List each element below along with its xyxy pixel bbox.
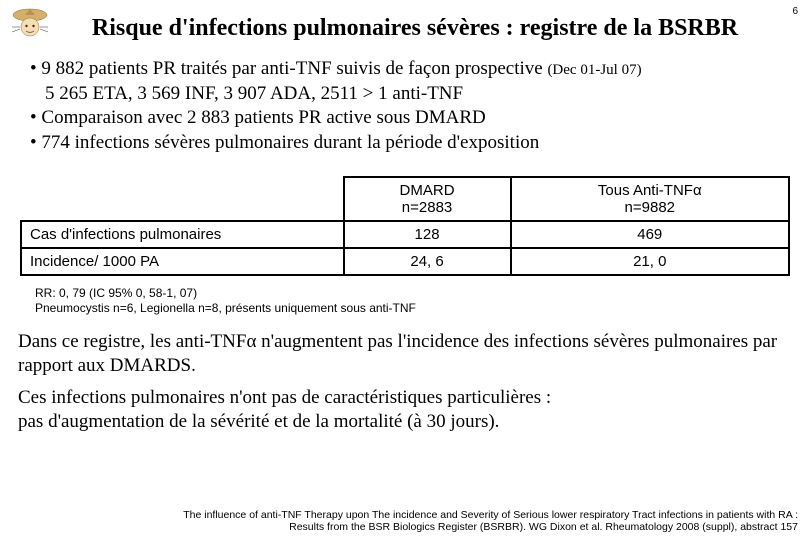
- row1-label: Cas d'infections pulmonaires: [21, 221, 344, 248]
- col1-line1: DMARD: [400, 182, 455, 199]
- conclusion-2a: Ces infections pulmonaires n'ont pas de …: [18, 387, 551, 408]
- bullet-1-text: • 9 882 patients PR traités par anti-TNF…: [30, 58, 547, 79]
- bullet-1: • 9 882 patients PR traités par anti-TNF…: [30, 57, 790, 82]
- conclusion-2b: pas d'augmentation de la sévérité et de …: [18, 411, 499, 432]
- logo-icon: [10, 5, 50, 40]
- bullet-3: • 774 infections sévères pulmonaires dur…: [30, 131, 790, 156]
- bullet-1-note: (Dec 01-Jul 07): [547, 62, 641, 78]
- bullet-list: • 9 882 patients PR traités par anti-TNF…: [0, 52, 810, 166]
- table-col-2-header: Tous Anti-TNFα n=9882: [511, 177, 789, 222]
- citation: The influence of anti-TNF Therapy upon T…: [180, 509, 798, 534]
- conclusion-2: Ces infections pulmonaires n'ont pas de …: [0, 382, 810, 438]
- col1-line2: n=2883: [402, 199, 452, 216]
- row2-val2: 21, 0: [511, 248, 789, 275]
- table-corner-cell: [21, 177, 344, 222]
- bullet-1-sub: 5 265 ETA, 3 569 INF, 3 907 ADA, 2511 > …: [30, 82, 790, 107]
- table-row: Cas d'infections pulmonaires 128 469: [21, 221, 789, 248]
- col2-line1: Tous Anti-TNFα: [598, 182, 702, 199]
- conclusion-1: Dans ce registre, les anti-TNFα n'augmen…: [0, 326, 810, 382]
- table-header-row: DMARD n=2883 Tous Anti-TNFα n=9882: [21, 177, 789, 222]
- slide-title: Risque d'infections pulmonaires sévères …: [0, 0, 810, 52]
- bullet-2: • Comparaison avec 2 883 patients PR act…: [30, 106, 790, 131]
- data-table: DMARD n=2883 Tous Anti-TNFα n=9882 Cas d…: [20, 176, 790, 277]
- table-row: Incidence/ 1000 PA 24, 6 21, 0: [21, 248, 789, 275]
- col2-line2: n=9882: [625, 199, 675, 216]
- row2-label: Incidence/ 1000 PA: [21, 248, 344, 275]
- row2-val1: 24, 6: [344, 248, 511, 275]
- page-number: 6: [792, 6, 798, 17]
- footnote-line1: RR: 0, 79 (IC 95% 0, 58-1, 07): [35, 286, 810, 301]
- row1-val2: 469: [511, 221, 789, 248]
- footnote-line2: Pneumocystis n=6, Legionella n=8, présen…: [35, 301, 810, 316]
- table-col-1-header: DMARD n=2883: [344, 177, 511, 222]
- row1-val1: 128: [344, 221, 511, 248]
- table-footnote: RR: 0, 79 (IC 95% 0, 58-1, 07) Pneumocys…: [0, 284, 810, 326]
